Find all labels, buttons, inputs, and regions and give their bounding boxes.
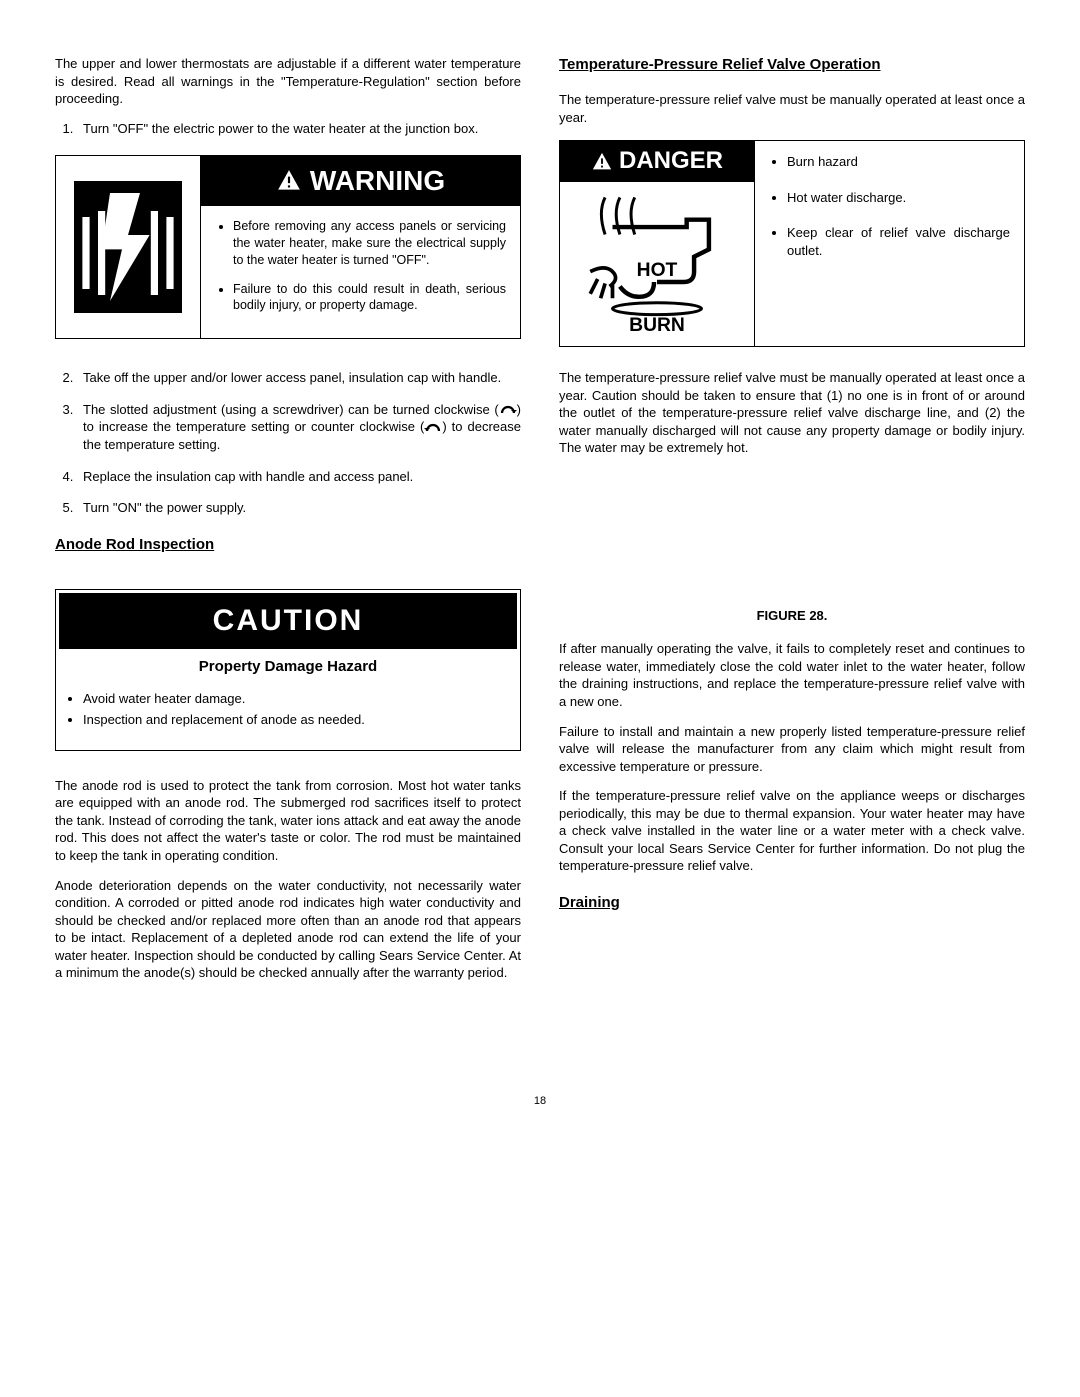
alert-triangle-icon bbox=[591, 151, 613, 173]
step-3: The slotted adjustment (using a screwdri… bbox=[77, 401, 521, 454]
warning-bullet-1: Before removing any access panels or ser… bbox=[233, 218, 506, 269]
caution-box: CAUTION Property Damage Hazard Avoid wat… bbox=[55, 589, 521, 751]
caution-bullet-1: Avoid water heater damage. bbox=[83, 690, 499, 708]
anode-paragraph-2: Anode deterioration depends on the water… bbox=[55, 877, 521, 982]
warning-box: WARNING Before removing any access panel… bbox=[55, 155, 521, 339]
tpr-paragraph-4: If the temperature-pressure relief valve… bbox=[559, 787, 1025, 875]
left-column: The upper and lower thermostats are adju… bbox=[55, 55, 521, 994]
step-4: Replace the insulation cap with handle a… bbox=[77, 468, 521, 486]
step-5: Turn "ON" the power supply. bbox=[77, 499, 521, 517]
danger-label: DANGER bbox=[619, 145, 723, 177]
warning-label: WARNING bbox=[310, 162, 445, 200]
caution-subtitle: Property Damage Hazard bbox=[59, 649, 517, 685]
page-number: 18 bbox=[55, 1094, 1025, 1109]
step-1: Turn "OFF" the electric power to the wat… bbox=[77, 120, 521, 138]
danger-bullet-2: Hot water discharge. bbox=[787, 189, 1010, 207]
steps-list: Turn "OFF" the electric power to the wat… bbox=[55, 120, 521, 138]
tpr-heading: Temperature-Pressure Relief Valve Operat… bbox=[559, 55, 1025, 75]
warning-header: WARNING bbox=[201, 156, 520, 206]
electric-shock-icon bbox=[56, 156, 201, 338]
warning-content: WARNING Before removing any access panel… bbox=[201, 156, 520, 338]
danger-left: DANGER HOT HOT BURN bbox=[560, 141, 755, 346]
caution-bullet-2: Inspection and replacement of anode as n… bbox=[83, 711, 499, 729]
figure-caption: FIGURE 28. bbox=[559, 607, 1025, 625]
tpr-paragraph-1: The temperature-pressure relief valve mu… bbox=[559, 369, 1025, 457]
counter-clockwise-icon bbox=[424, 420, 442, 436]
intro-paragraph: The upper and lower thermostats are adju… bbox=[55, 55, 521, 108]
alert-triangle-icon bbox=[276, 168, 302, 194]
anode-heading: Anode Rod Inspection bbox=[55, 535, 521, 555]
tpr-paragraph-3: Failure to install and maintain a new pr… bbox=[559, 723, 1025, 776]
warning-body: Before removing any access panels or ser… bbox=[201, 206, 520, 338]
hot-burn-icon: HOT HOT BURN bbox=[560, 182, 754, 346]
svg-text:BURN: BURN bbox=[629, 315, 685, 336]
danger-header: DANGER bbox=[560, 141, 754, 181]
tpr-intro: The temperature-pressure relief valve mu… bbox=[559, 91, 1025, 126]
clockwise-icon bbox=[499, 402, 517, 418]
page-columns: The upper and lower thermostats are adju… bbox=[55, 55, 1025, 994]
warning-bullet-2: Failure to do this could result in death… bbox=[233, 281, 506, 315]
svg-text:HOT: HOT bbox=[637, 260, 678, 281]
danger-box: DANGER HOT HOT BURN bbox=[559, 140, 1025, 347]
caution-body: Avoid water heater damage. Inspection an… bbox=[59, 686, 517, 747]
draining-heading: Draining bbox=[559, 893, 1025, 913]
right-column: Temperature-Pressure Relief Valve Operat… bbox=[559, 55, 1025, 994]
danger-bullet-1: Burn hazard bbox=[787, 153, 1010, 171]
steps-list-cont: Take off the upper and/or lower access p… bbox=[55, 369, 521, 516]
anode-paragraph-1: The anode rod is used to protect the tan… bbox=[55, 777, 521, 865]
step-2: Take off the upper and/or lower access p… bbox=[77, 369, 521, 387]
caution-label: CAUTION bbox=[59, 593, 517, 650]
danger-bullet-3: Keep clear of relief valve discharge out… bbox=[787, 224, 1010, 259]
danger-body: Burn hazard Hot water discharge. Keep cl… bbox=[755, 141, 1024, 346]
tpr-paragraph-2: If after manually operating the valve, i… bbox=[559, 640, 1025, 710]
